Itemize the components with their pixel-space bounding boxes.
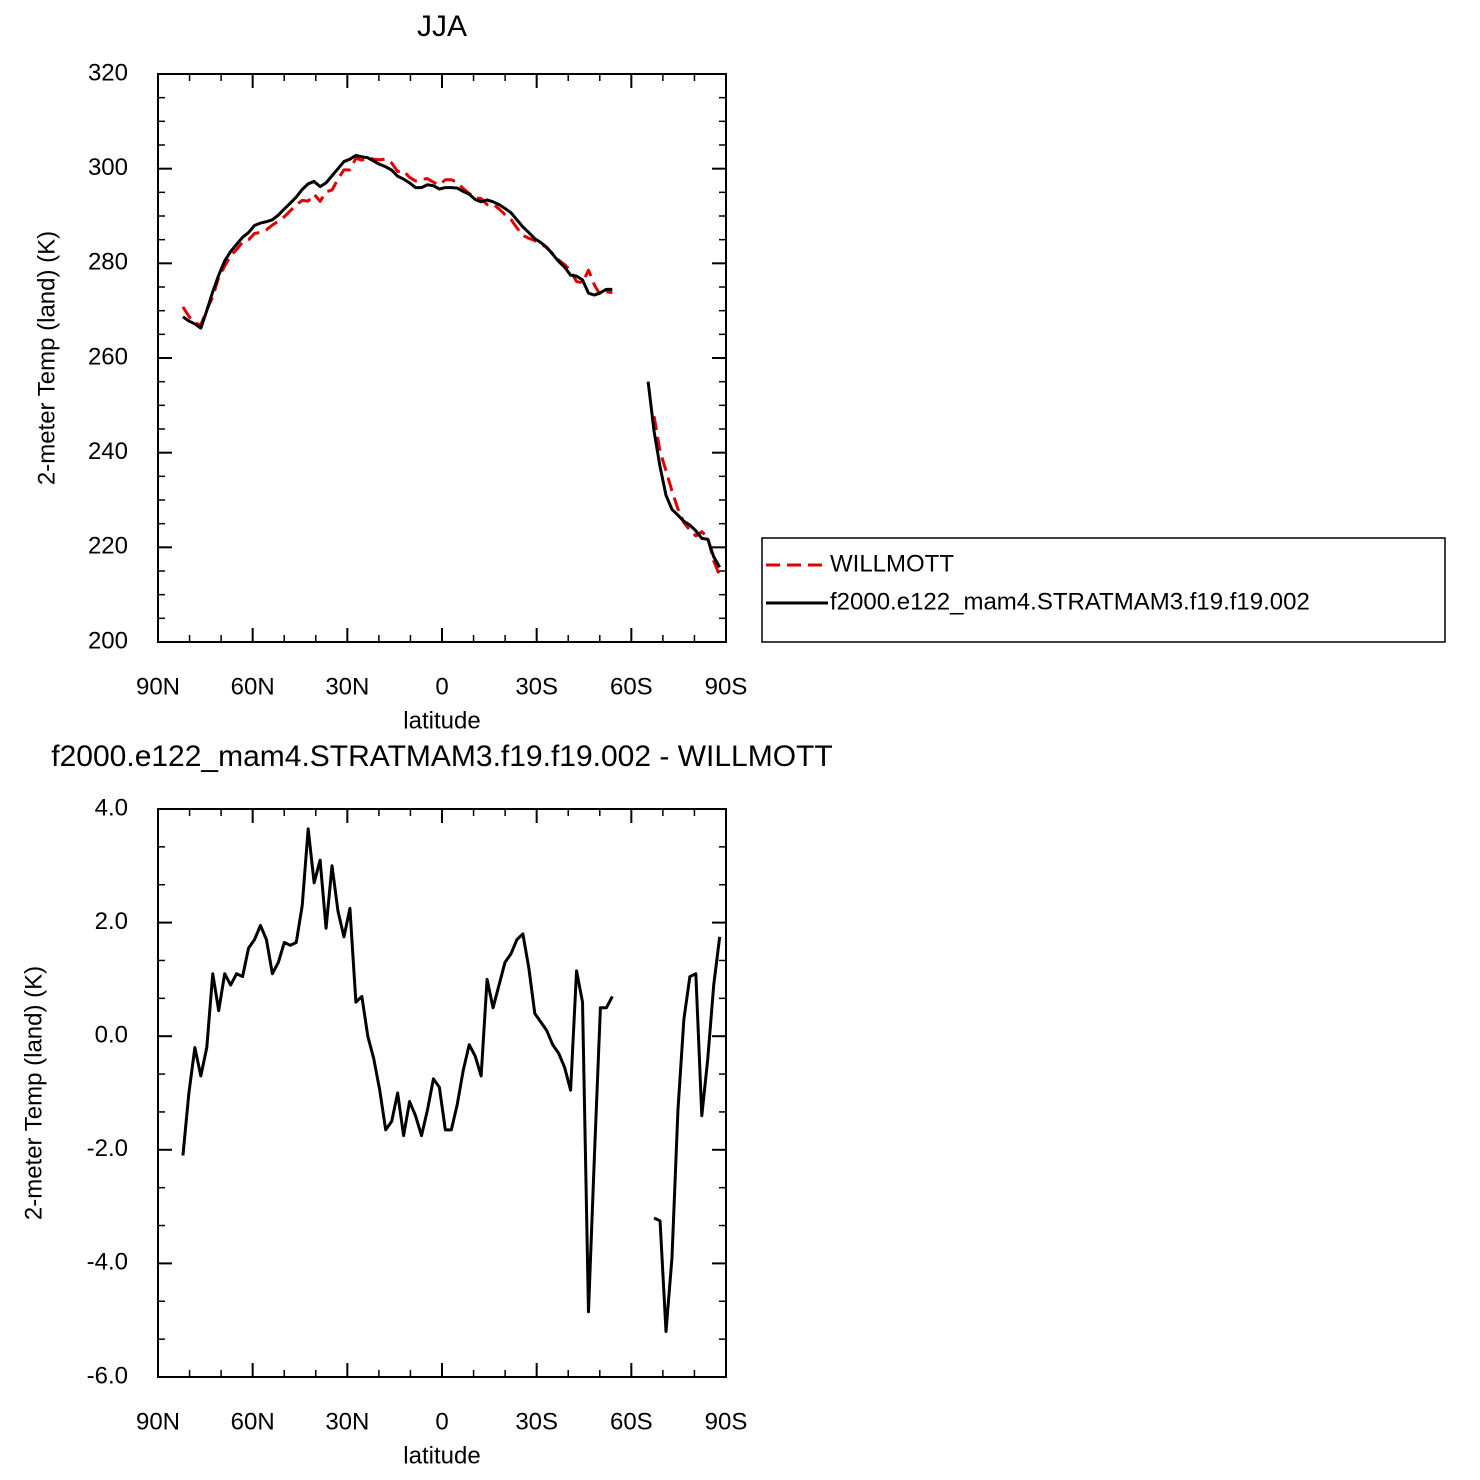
y-tick-label: 260 <box>88 343 128 370</box>
x-tick-label: 0 <box>435 1408 448 1435</box>
y-tick-label: 2.0 <box>95 908 128 935</box>
chart-title: JJA <box>417 10 467 43</box>
x-tick-label: 90S <box>705 673 748 700</box>
legend-box <box>761 537 1446 643</box>
x-tick-label: 30N <box>325 673 369 700</box>
chart-title: f2000.e122_mam4.STRATMAM3.f19.f19.002 - … <box>51 740 832 773</box>
y-axis-label: 2-meter Temp (land) (K) <box>20 966 47 1220</box>
x-tick-label: 30S <box>515 1408 558 1435</box>
y-tick-label: 220 <box>88 533 128 560</box>
y-tick-label: -2.0 <box>87 1135 128 1162</box>
x-tick-label: 30N <box>325 1408 369 1435</box>
x-tick-label: 60S <box>610 673 653 700</box>
y-tick-label: 240 <box>88 438 128 465</box>
x-tick-label: 90N <box>136 1408 180 1435</box>
x-tick-label: 90N <box>136 673 180 700</box>
y-tick-label: -4.0 <box>87 1249 128 1276</box>
y-tick-label: 0.0 <box>95 1022 128 1049</box>
y-tick-label: 320 <box>88 59 128 86</box>
y-tick-label: 200 <box>88 627 128 654</box>
legend-label: WILLMOTT <box>830 550 954 577</box>
x-axis-label: latitude <box>403 707 480 734</box>
y-tick-label: 300 <box>88 154 128 181</box>
y-tick-label: -6.0 <box>87 1362 128 1389</box>
x-tick-label: 90S <box>705 1408 748 1435</box>
y-tick-label: 280 <box>88 249 128 276</box>
x-tick-label: 60N <box>231 1408 275 1435</box>
x-tick-label: 60S <box>610 1408 653 1435</box>
data-line <box>181 827 722 1334</box>
data-line <box>182 153 721 568</box>
data-line <box>181 156 722 577</box>
legend-label: f2000.e122_mam4.STRATMAM3.f19.f19.002 <box>830 588 1310 615</box>
y-tick-label: 4.0 <box>95 794 128 821</box>
x-tick-label: 0 <box>435 673 448 700</box>
x-tick-label: 60N <box>231 673 275 700</box>
y-axis-label: 2-meter Temp (land) (K) <box>33 231 60 485</box>
plot-frame <box>157 73 727 643</box>
x-axis-label: latitude <box>403 1442 480 1469</box>
x-tick-label: 30S <box>515 673 558 700</box>
plot-frame <box>157 808 727 1378</box>
